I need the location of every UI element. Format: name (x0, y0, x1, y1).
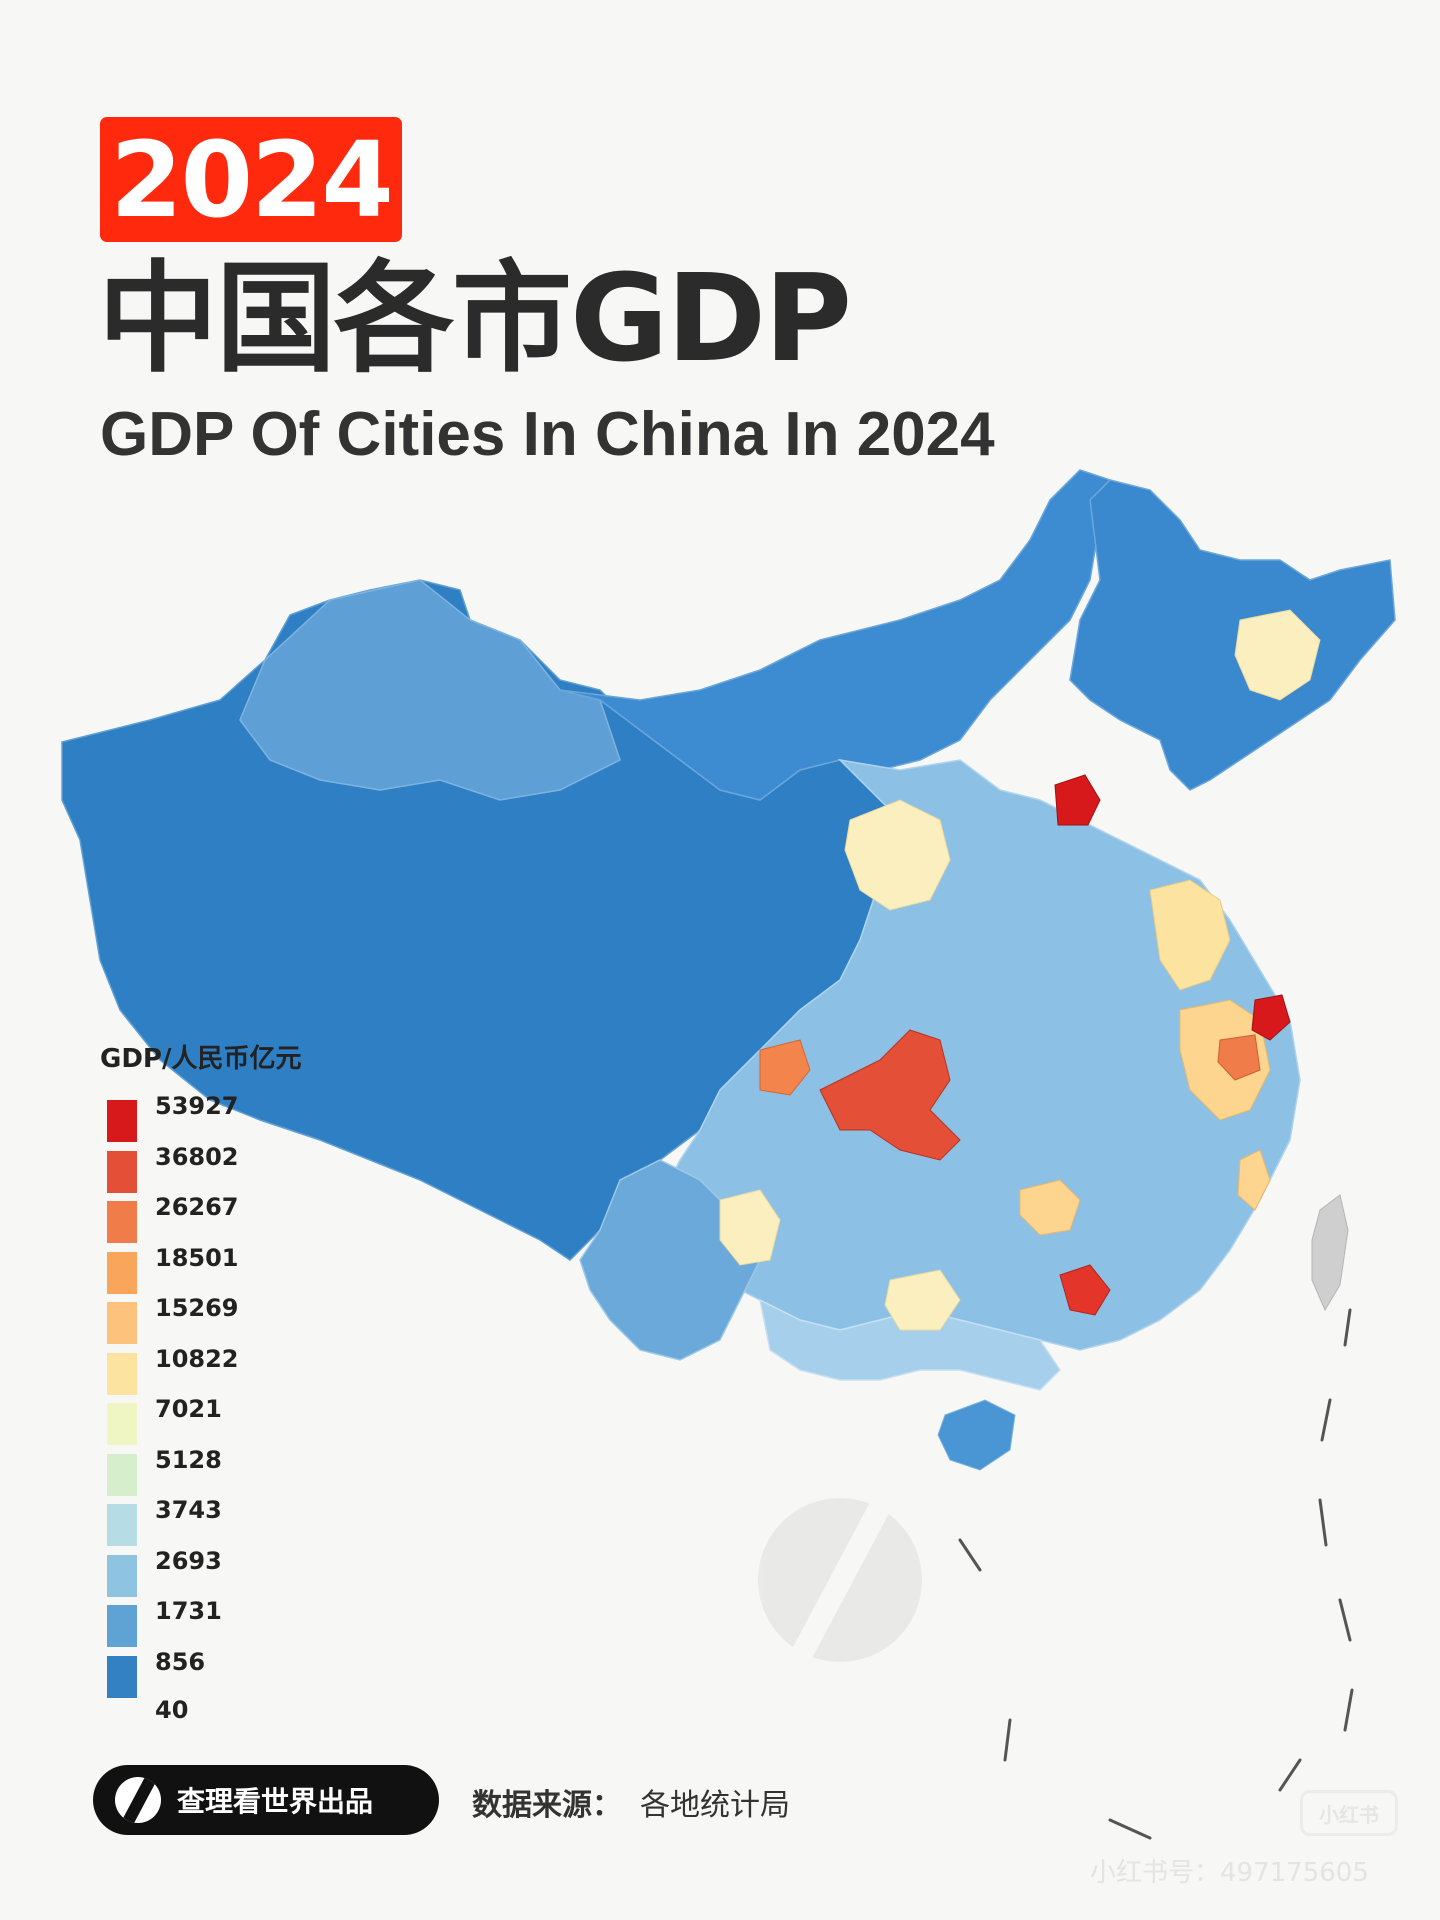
source-value: 各地统计局 (640, 1788, 790, 1823)
legend-swatch (107, 1605, 137, 1647)
legend-title: GDP/人民币亿元 (100, 1044, 302, 1074)
year-badge: 2024 (100, 117, 402, 242)
map-region-taiwan (1311, 1194, 1349, 1312)
map-region-cream-south (884, 1269, 961, 1331)
legend-swatch (107, 1352, 137, 1395)
legend-swatch (107, 1504, 137, 1546)
nine-dash-line (958, 1308, 1354, 1840)
legend-swatch (107, 1100, 137, 1142)
legend-value: 3743 (155, 1496, 222, 1524)
map-region-hainan (937, 1399, 1016, 1471)
map-region-north-west (239, 579, 621, 801)
map-region-cream-southwest (719, 1189, 781, 1266)
legend-swatch (107, 1554, 137, 1597)
map-region-suzhou (1217, 1034, 1261, 1081)
legend-value: 15269 (155, 1294, 239, 1322)
legend-item: 36802 (107, 1143, 247, 1202)
legend-item: 53927 (107, 1092, 247, 1151)
legend-value: 36802 (155, 1142, 239, 1171)
legend-swatch (107, 1201, 137, 1243)
legend-swatch (107, 1655, 137, 1698)
legend-item: 18501 (107, 1244, 247, 1303)
page-subtitle: GDP Of Cities In China In 2024 (100, 400, 995, 469)
watermark-logo-icon (758, 1495, 922, 1674)
map-region-northeast (1069, 479, 1396, 791)
legend-item: 3743 (107, 1496, 247, 1555)
map-region-southwest (579, 1159, 761, 1361)
map-region-shanghai (1251, 994, 1291, 1041)
map-region-cream-northeast (1234, 609, 1321, 701)
legend-swatch (107, 1251, 137, 1294)
legend-floor-value: 40 (155, 1696, 189, 1724)
legend-item: 2693 (107, 1547, 247, 1606)
legend: 53927 36802 26267 18501 15269 10822 7021 5128 37… (107, 1092, 247, 1707)
brand-name: 查理看世界出品 (177, 1785, 374, 1818)
legend-item: 7021 (107, 1395, 247, 1454)
map-region-chongqing (819, 1029, 961, 1161)
legend-item: 5128 (107, 1446, 247, 1505)
legend-value: 5128 (155, 1445, 222, 1474)
legend-value: 7021 (155, 1395, 222, 1423)
map-region-cream-north (844, 799, 951, 911)
brand-pill: 查理看世界出品 (93, 1765, 439, 1835)
legend-value: 1731 (155, 1597, 222, 1625)
legend-value: 18501 (155, 1243, 239, 1272)
source-label: 数据来源： (472, 1788, 622, 1823)
legend-swatch (107, 1453, 137, 1496)
legend-item: 1731 (107, 1597, 247, 1656)
map-region-chengdu (759, 1039, 811, 1096)
legend-item: 10822 (107, 1345, 247, 1404)
map-region-cream-east (1149, 879, 1231, 991)
legend-value: 53927 (155, 1092, 239, 1120)
year-label: 2024 (110, 118, 393, 241)
map-region-south (758, 1298, 1061, 1391)
watermark-platform-logo: 小红书 (1300, 1790, 1398, 1836)
brand-logo-icon (115, 1777, 161, 1823)
map-region-yellow-south (1019, 1179, 1081, 1236)
legend-item: 26267 (107, 1193, 247, 1252)
watermark-account: 小红书号：497175605 (1090, 1858, 1369, 1888)
page-title: 中国各市GDP (98, 250, 852, 389)
legend-value: 10822 (155, 1344, 239, 1373)
legend-swatch (107, 1302, 137, 1344)
legend-value: 26267 (155, 1193, 239, 1221)
map-region-inner-mongolia (559, 469, 1111, 801)
data-source: 数据来源： 各地统计局 (472, 1780, 790, 1824)
map-region-yellow-east (1237, 1149, 1271, 1211)
map-region-beijing (1054, 774, 1101, 826)
legend-swatch (107, 1403, 137, 1445)
legend-item: 15269 (107, 1294, 247, 1353)
legend-value: 2693 (155, 1546, 222, 1575)
legend-value: 856 (155, 1647, 206, 1676)
map-region-guangzhou-shenzhen (1059, 1264, 1111, 1316)
legend-swatch (107, 1150, 137, 1193)
legend-item: 856 (107, 1648, 247, 1707)
